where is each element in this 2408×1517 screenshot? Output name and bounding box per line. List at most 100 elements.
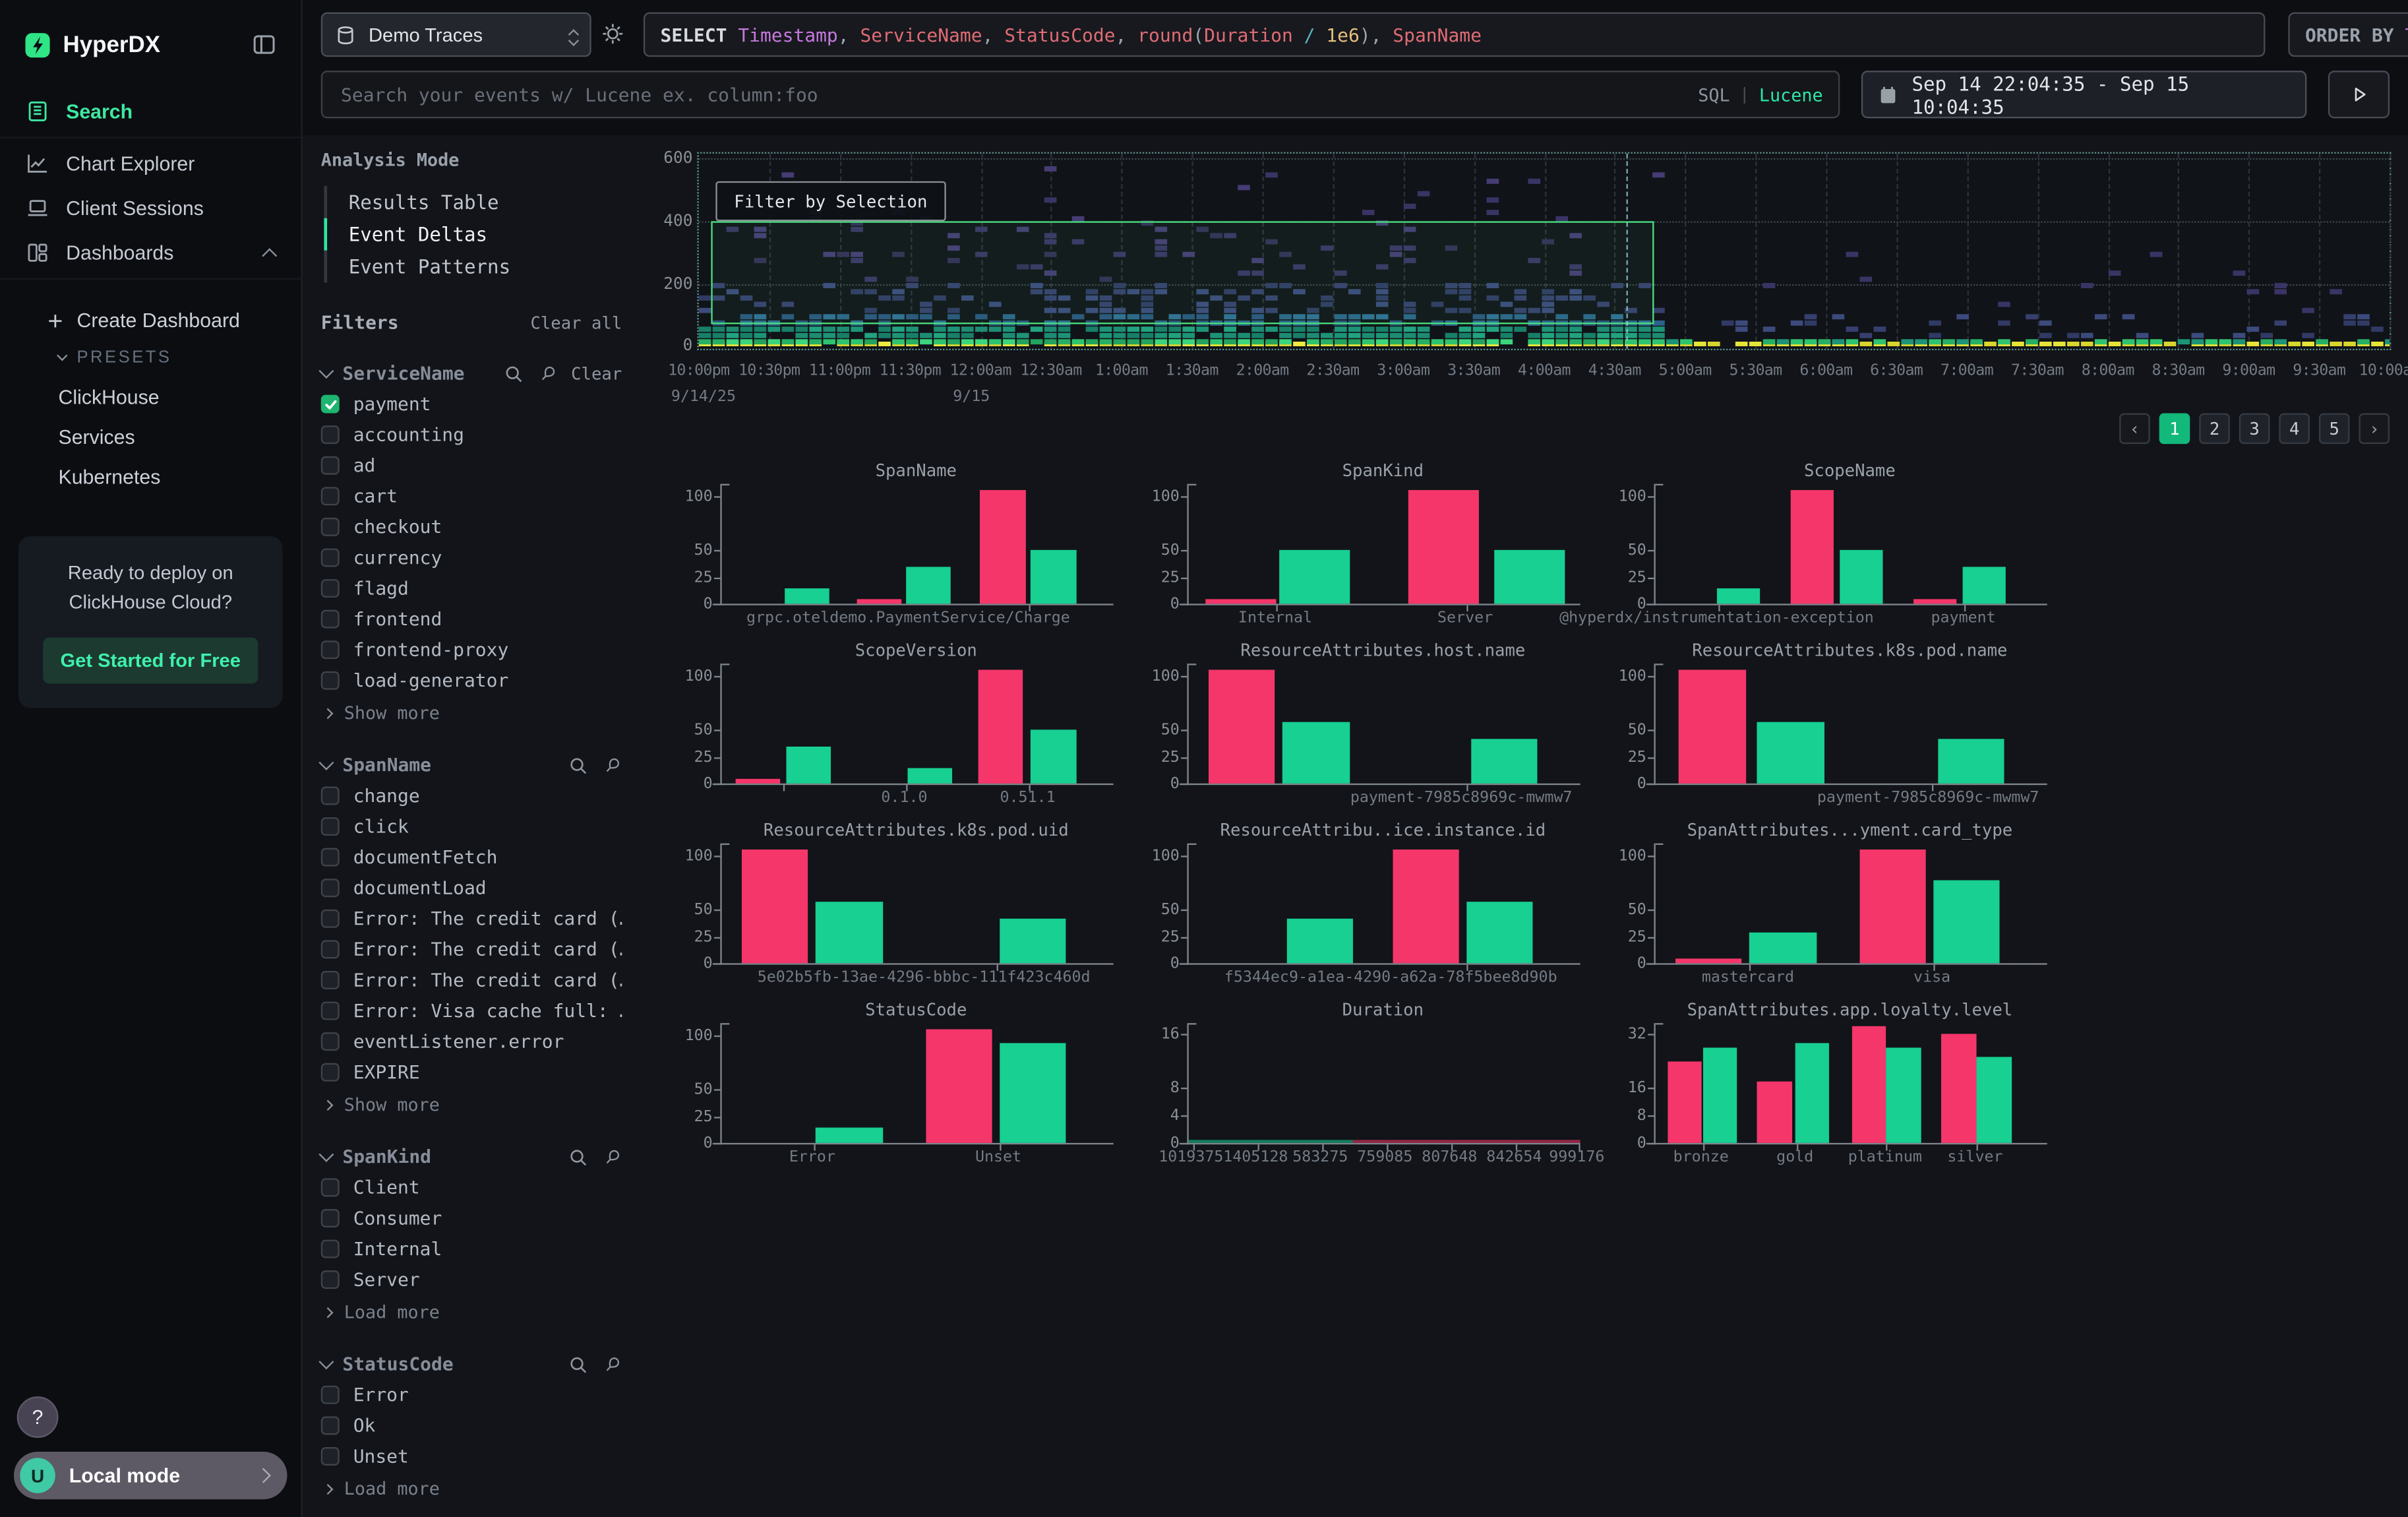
bar-red[interactable] — [1851, 1026, 1886, 1142]
filter-item-ad[interactable]: ad — [321, 452, 622, 480]
filter-item-server[interactable]: Server — [321, 1266, 622, 1293]
bar-green[interactable] — [1466, 902, 1533, 963]
show-more-button[interactable]: Show more — [321, 1092, 622, 1117]
pin-icon[interactable] — [537, 363, 557, 383]
bar-green[interactable] — [1279, 550, 1349, 604]
bar-red[interactable] — [926, 1030, 992, 1143]
page-button-4[interactable]: 4 — [2279, 414, 2310, 445]
checkbox[interactable] — [321, 940, 340, 958]
filter-item-error-visa-cache-full[interactable]: Error: Visa cache full: … — [321, 997, 622, 1025]
mode-lucene[interactable]: Lucene — [1759, 84, 1823, 106]
filter-item-flagd[interactable]: flagd — [321, 574, 622, 602]
bar-green[interactable] — [1937, 739, 2004, 784]
source-select[interactable]: Demo Traces — [321, 13, 591, 57]
selection-rectangle[interactable] — [711, 222, 1654, 325]
pin-icon[interactable] — [602, 1147, 622, 1167]
checkbox[interactable] — [321, 425, 340, 444]
bar-red[interactable] — [1393, 850, 1459, 963]
filter-item-currency[interactable]: currency — [321, 544, 622, 572]
filter-item-documentload[interactable]: documentLoad — [321, 874, 622, 902]
bar-green[interactable] — [1031, 730, 1076, 784]
bar-red[interactable] — [1675, 959, 1741, 963]
clear-all-button[interactable]: Clear all — [530, 313, 622, 332]
bar-red[interactable] — [857, 600, 902, 604]
checkbox[interactable] — [321, 395, 340, 414]
bar-green[interactable] — [1963, 567, 2006, 604]
filter-item-expire[interactable]: EXPIRE — [321, 1059, 622, 1086]
presets-toggle[interactable]: PRESETS — [0, 340, 301, 377]
bar-red[interactable] — [1859, 850, 1926, 963]
filter-item-payment[interactable]: payment — [321, 390, 622, 418]
filter-item-error-the-credit-card[interactable]: Error: The credit card (… — [321, 905, 622, 933]
preset-services[interactable]: Services — [0, 416, 301, 456]
bar-red[interactable] — [1205, 600, 1276, 604]
checkbox[interactable] — [321, 879, 340, 897]
bar-green[interactable] — [1282, 722, 1349, 783]
bar-green[interactable] — [1000, 1043, 1066, 1143]
bar-green[interactable] — [816, 1127, 882, 1143]
pin-icon[interactable] — [602, 1354, 622, 1374]
bar-green[interactable] — [1286, 918, 1353, 963]
bar-green[interactable] — [1977, 1057, 2011, 1143]
bar-green[interactable] — [1886, 1047, 1921, 1143]
analysis-mode-event-patterns[interactable]: Event Patterns — [324, 251, 622, 283]
filter-item-cart[interactable]: cart — [321, 482, 622, 510]
bar-green[interactable] — [1000, 918, 1066, 963]
checkbox[interactable] — [321, 1178, 340, 1196]
bar-red[interactable] — [1757, 1081, 1791, 1142]
search-input[interactable] — [338, 82, 1685, 107]
bar-red[interactable] — [1208, 670, 1275, 784]
page-button-2[interactable]: 2 — [2199, 414, 2230, 445]
bar-red[interactable] — [1668, 1061, 1702, 1143]
bar-red[interactable] — [1941, 1034, 1975, 1143]
next-page-button[interactable]: › — [2359, 414, 2390, 445]
gear-icon[interactable] — [601, 22, 625, 46]
preset-kubernetes[interactable]: Kubernetes — [0, 456, 301, 497]
checkbox[interactable] — [321, 548, 340, 567]
analysis-mode-event-deltas[interactable]: Event Deltas — [324, 218, 622, 251]
checkbox[interactable] — [321, 487, 340, 505]
local-mode-menu[interactable]: U Local mode — [14, 1452, 287, 1499]
checkbox[interactable] — [321, 1386, 340, 1404]
search-icon[interactable] — [568, 755, 588, 775]
filter-item-click[interactable]: click — [321, 813, 622, 840]
filter-item-consumer[interactable]: Consumer — [321, 1204, 622, 1232]
prev-page-button[interactable]: ‹ — [2119, 414, 2150, 445]
filter-item-eventlistener-error[interactable]: eventListener.error — [321, 1028, 622, 1055]
checkbox[interactable] — [321, 518, 340, 536]
checkbox[interactable] — [321, 1416, 340, 1435]
search-icon[interactable] — [504, 363, 524, 383]
checkbox[interactable] — [321, 817, 340, 836]
checkbox[interactable] — [321, 1002, 340, 1020]
heatmap[interactable] — [699, 154, 2390, 349]
checkbox[interactable] — [321, 848, 340, 867]
checkbox[interactable] — [321, 579, 340, 598]
bar-green[interactable] — [1795, 1043, 1829, 1143]
chevron-down-icon[interactable] — [318, 363, 334, 379]
date-range-picker[interactable]: Sep 14 22:04:35 - Sep 15 10:04:35 — [1861, 71, 2306, 118]
checkbox[interactable] — [321, 786, 340, 805]
chevron-down-icon[interactable] — [318, 1354, 334, 1369]
bar-green[interactable] — [1749, 932, 1816, 963]
sql-select-editor[interactable]: SELECT Timestamp, ServiceName, StatusCod… — [644, 13, 2266, 57]
filter-item-load-generator[interactable]: load-generator — [321, 667, 622, 695]
checkbox[interactable] — [321, 1063, 340, 1082]
search-icon[interactable] — [568, 1147, 588, 1167]
help-button[interactable]: ? — [17, 1396, 59, 1438]
filter-item-accounting[interactable]: accounting — [321, 421, 622, 449]
bar-red[interactable] — [735, 779, 780, 783]
mode-sql[interactable]: SQL — [1698, 84, 1730, 106]
page-button-1[interactable]: 1 — [2159, 414, 2190, 445]
bar-red[interactable] — [1408, 490, 1478, 604]
bar-red[interactable] — [1679, 670, 1745, 784]
sidebar-item-chart-explorer[interactable]: Chart Explorer — [0, 141, 301, 186]
page-button-5[interactable]: 5 — [2319, 414, 2350, 445]
bar-red[interactable] — [1791, 490, 1834, 604]
filter-by-selection-button[interactable]: Filter by Selection — [715, 181, 946, 222]
show-more-button[interactable]: Load more — [321, 1476, 622, 1501]
bar-red[interactable] — [980, 490, 1025, 604]
bar-green[interactable] — [1470, 739, 1537, 784]
pin-icon[interactable] — [602, 755, 622, 775]
brand[interactable]: HyperDX — [24, 32, 160, 58]
filter-item-frontend[interactable]: frontend — [321, 605, 622, 633]
